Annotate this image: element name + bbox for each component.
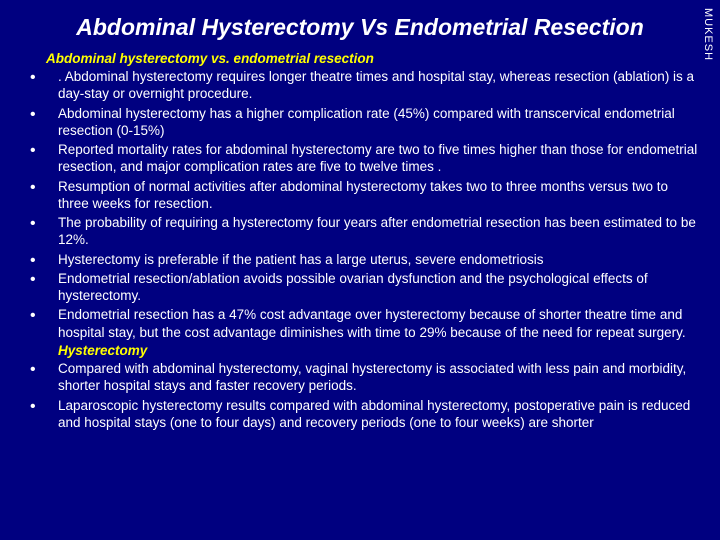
watermark-text: MUKESH bbox=[702, 8, 714, 61]
list-item: . Abdominal hysterectomy requires longer… bbox=[30, 68, 700, 103]
bullet-list-secondary: Compared with abdominal hysterectomy, va… bbox=[30, 360, 700, 431]
subheading-comparison: Abdominal hysterectomy vs. endometrial r… bbox=[46, 51, 700, 66]
slide-content: Abdominal hysterectomy vs. endometrial r… bbox=[0, 51, 720, 431]
list-item: Resumption of normal activities after ab… bbox=[30, 178, 700, 213]
list-item: Hysterectomy is preferable if the patien… bbox=[30, 251, 700, 268]
list-item: Laparoscopic hysterectomy results compar… bbox=[30, 397, 700, 432]
slide-title: Abdominal Hysterectomy Vs Endometrial Re… bbox=[0, 0, 720, 51]
list-item: Endometrial resection/ablation avoids po… bbox=[30, 270, 700, 305]
bullet-list-main: . Abdominal hysterectomy requires longer… bbox=[30, 68, 700, 341]
list-item: Endometrial resection has a 47% cost adv… bbox=[30, 306, 700, 341]
subheading-hysterectomy: Hysterectomy bbox=[58, 343, 700, 358]
list-item: Reported mortality rates for abdominal h… bbox=[30, 141, 700, 176]
list-item: Compared with abdominal hysterectomy, va… bbox=[30, 360, 700, 395]
list-item: The probability of requiring a hysterect… bbox=[30, 214, 700, 249]
list-item: Abdominal hysterectomy has a higher comp… bbox=[30, 105, 700, 140]
